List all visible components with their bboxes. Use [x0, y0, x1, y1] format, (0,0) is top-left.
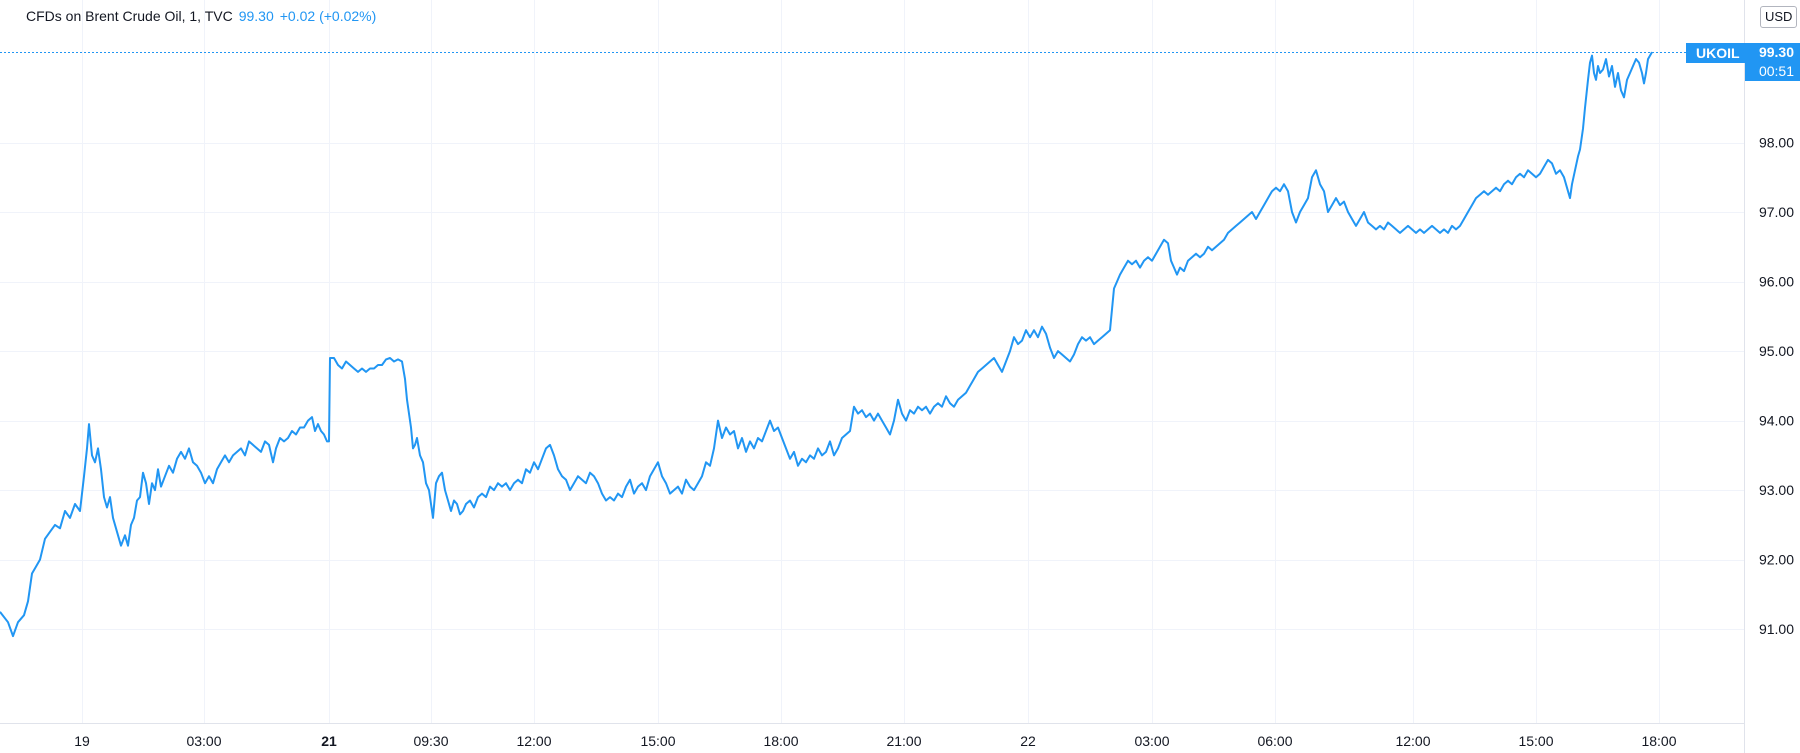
symbol-tag: UKOIL	[1686, 42, 1750, 63]
chart-grid	[0, 0, 1744, 723]
time-tick-label: 15:00	[640, 733, 675, 749]
price-tick-label: 95.00	[1759, 343, 1794, 359]
price-tick-label: 97.00	[1759, 204, 1794, 220]
price-tick-label: 91.00	[1759, 621, 1794, 637]
price-tag: 99.30 00:51	[1745, 42, 1800, 81]
legend-price: 99.30	[238, 8, 274, 24]
time-tick-label: 03:00	[1134, 733, 1169, 749]
price-tick-label: 94.00	[1759, 413, 1794, 429]
time-tick-label: 18:00	[1641, 733, 1676, 749]
price-axis[interactable]: 91.00 92.00 93.00 94.00 95.00 96.00 97.00 98.00	[1759, 135, 1794, 638]
price-tick-label: 92.00	[1759, 552, 1794, 568]
time-tick-label: 12:00	[516, 733, 551, 749]
time-tick-label: 19	[74, 733, 90, 749]
price-tick-label: 98.00	[1759, 135, 1794, 151]
time-axis[interactable]: 19 03:00 21 09:30 12:00 15:00 18:00 21:00 22 03:0…	[74, 733, 1677, 749]
price-tag-value: 99.30	[1758, 43, 1794, 60]
price-tick-label: 96.00	[1759, 274, 1794, 290]
time-tick-label: 18:00	[763, 733, 798, 749]
time-tick-label: 21	[321, 733, 337, 749]
price-tag-countdown: 00:51	[1758, 62, 1794, 79]
currency-button[interactable]: USD	[1760, 6, 1798, 28]
time-tick-label: 15:00	[1518, 733, 1553, 749]
time-tick-label: 12:00	[1395, 733, 1430, 749]
price-tick-label: 93.00	[1759, 482, 1794, 498]
price-series-line	[0, 51, 1653, 638]
legend-instrument: CFDs on Brent Crude Oil, 1, TVC	[26, 8, 233, 24]
legend-change: +0.02 (+0.02%)	[279, 8, 377, 24]
chart-legend: CFDs on Brent Crude Oil, 1, TVC 99.30 +0…	[26, 8, 376, 24]
time-tick-label: 06:00	[1257, 733, 1292, 749]
time-tick-label: 22	[1020, 733, 1036, 749]
time-tick-label: 09:30	[413, 733, 448, 749]
time-tick-label: 21:00	[886, 733, 921, 749]
time-tick-label: 03:00	[186, 733, 221, 749]
